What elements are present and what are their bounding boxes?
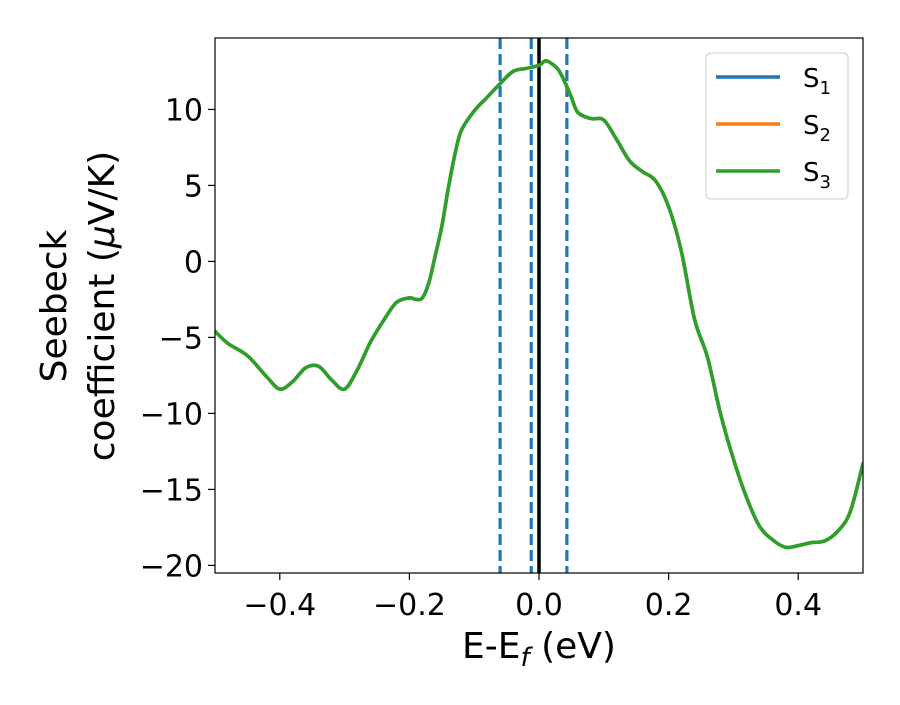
legend-label-s3: S3 — [803, 158, 831, 193]
legend-box — [705, 52, 849, 200]
y-axis-label-line1: Seebeck — [34, 229, 75, 382]
y-tick-label: −15 — [140, 473, 203, 508]
y-tick-label: 0 — [184, 245, 203, 280]
vertical-marker-lines — [498, 38, 569, 573]
series-lines — [215, 59, 863, 550]
y-axis-label-line2: coefficient (μV/K) — [82, 151, 123, 461]
legend: S1 S2 S3 — [705, 52, 849, 200]
x-axis-label: E-Ef (eV) — [462, 626, 616, 673]
x-tick-label: 0.4 — [774, 588, 822, 623]
legend-items: S1 S2 S3 — [716, 64, 831, 193]
x-tick-label: 0.0 — [515, 588, 563, 623]
legend-label-s1: S1 — [803, 64, 831, 99]
x-tick-label: −0.2 — [373, 588, 446, 623]
y-tick-label: 10 — [165, 93, 203, 128]
y-tick-label: 5 — [184, 169, 203, 204]
x-axis-ticks: −0.4 −0.2 0.0 0.2 0.4 — [243, 573, 822, 623]
x-tick-label: −0.4 — [243, 588, 316, 623]
y-tick-label: −5 — [159, 321, 203, 356]
x-tick-label: 0.2 — [645, 588, 693, 623]
series-line-s3 — [215, 59, 863, 550]
legend-label-s2: S2 — [803, 111, 831, 146]
y-tick-label: −20 — [140, 549, 203, 584]
y-tick-label: −10 — [140, 397, 203, 432]
y-axis-ticks: −20 −15 −10 −5 0 5 10 — [140, 93, 215, 584]
